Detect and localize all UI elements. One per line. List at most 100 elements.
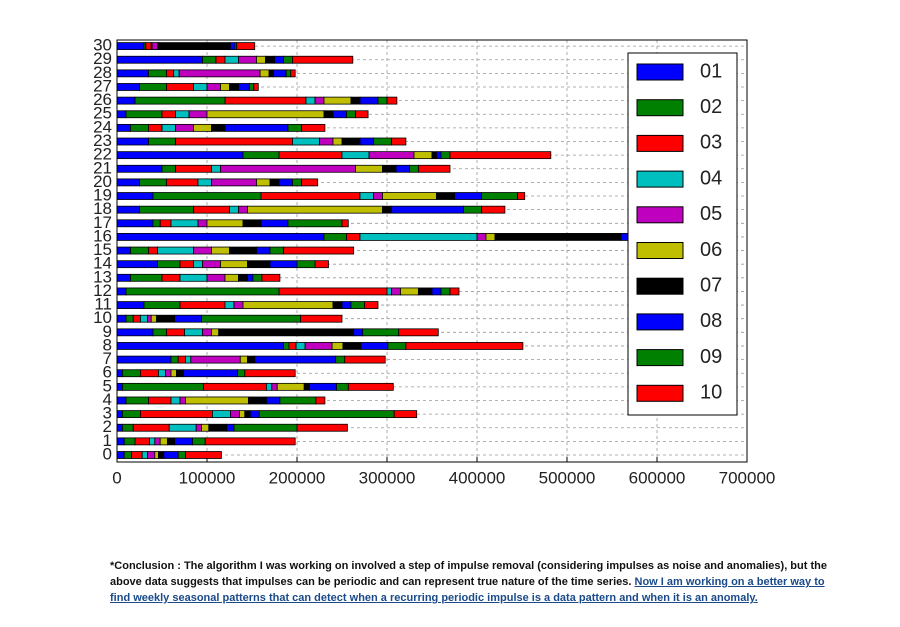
bar-segment bbox=[165, 369, 172, 378]
bar-segment bbox=[386, 96, 398, 105]
bar-segment bbox=[190, 355, 241, 364]
bar-segment bbox=[201, 423, 210, 432]
bar-segment bbox=[211, 328, 220, 337]
bar-segment bbox=[183, 369, 239, 378]
bar-segment bbox=[305, 96, 316, 105]
y-tick-label: 3 bbox=[103, 404, 112, 423]
bar-segment bbox=[148, 137, 176, 146]
bar-segment bbox=[463, 205, 482, 214]
bar-segment bbox=[336, 382, 349, 391]
conclusion-link[interactable]: Now I am working on a better way to find… bbox=[110, 576, 825, 604]
y-tick-label: 16 bbox=[93, 226, 112, 245]
bar-segment bbox=[269, 260, 298, 269]
bar-segment bbox=[170, 355, 179, 364]
bar-segment bbox=[341, 151, 370, 160]
bar-segment bbox=[148, 69, 167, 78]
bar-segment bbox=[206, 273, 226, 282]
y-tick-label: 1 bbox=[103, 431, 112, 450]
legend-label: 10 bbox=[700, 382, 722, 404]
bar-segment bbox=[206, 110, 325, 119]
bar-segment bbox=[179, 273, 208, 282]
bar-segment bbox=[304, 342, 333, 350]
bar-segment bbox=[360, 342, 389, 350]
bar-segment bbox=[159, 437, 168, 446]
bar-segment bbox=[159, 219, 172, 228]
legend-label: 09 bbox=[700, 346, 722, 368]
bar-segment bbox=[268, 69, 275, 78]
bar-segment bbox=[398, 328, 439, 337]
bar-segment bbox=[116, 423, 123, 432]
bar-segment bbox=[265, 396, 281, 405]
bar-segment bbox=[238, 83, 250, 91]
bar-segment bbox=[184, 396, 249, 405]
bar-segment bbox=[195, 423, 202, 432]
bar-segment bbox=[161, 164, 176, 173]
bar-segment bbox=[278, 287, 388, 296]
bar-segment bbox=[431, 151, 437, 160]
bar-segment bbox=[494, 233, 622, 241]
legend-swatch bbox=[636, 63, 684, 81]
y-tick-label: 17 bbox=[93, 213, 112, 232]
y-tick-label: 10 bbox=[93, 308, 112, 327]
plot-frame bbox=[116, 39, 748, 463]
bar-segment bbox=[350, 96, 361, 105]
bar-segment bbox=[116, 437, 125, 446]
bar-segment bbox=[184, 451, 222, 459]
bar-segment bbox=[202, 260, 221, 269]
bar-segment bbox=[314, 96, 325, 105]
bar-segment bbox=[449, 151, 552, 160]
y-tick-label: 22 bbox=[93, 145, 112, 164]
legend-swatch bbox=[636, 349, 684, 367]
bar-segment bbox=[173, 69, 180, 78]
bar-segment bbox=[269, 178, 280, 187]
bar-segment bbox=[116, 110, 127, 119]
bar-segment bbox=[161, 110, 176, 119]
bar-segment bbox=[400, 287, 419, 296]
bar-segment bbox=[193, 205, 230, 214]
bar-segment bbox=[116, 451, 125, 459]
bar-segment bbox=[273, 69, 287, 78]
bar-segment bbox=[148, 246, 158, 255]
y-tick-label: 12 bbox=[93, 281, 112, 300]
y-tick-label: 11 bbox=[94, 295, 112, 314]
bar-segment bbox=[278, 151, 343, 160]
bar-segment bbox=[179, 260, 194, 269]
bar-segment bbox=[116, 69, 149, 78]
legend-swatch bbox=[636, 277, 684, 295]
bar-segment bbox=[256, 178, 271, 187]
bar-segment bbox=[393, 410, 418, 419]
bar-segment bbox=[157, 246, 194, 255]
bar-segment bbox=[382, 192, 437, 200]
x-tick-label: 700000 bbox=[719, 468, 776, 487]
legend-swatch bbox=[636, 206, 684, 224]
bar-segment bbox=[141, 451, 148, 459]
bar-segment bbox=[220, 83, 230, 91]
bar-segment bbox=[265, 55, 275, 64]
bar-segment bbox=[247, 205, 383, 214]
bar-segment bbox=[157, 260, 181, 269]
bar-segment bbox=[355, 164, 383, 173]
bar-segment bbox=[260, 219, 289, 228]
bar-segment bbox=[301, 123, 326, 132]
bar-segment bbox=[116, 55, 203, 64]
bar-segment bbox=[387, 342, 407, 350]
bar-segment bbox=[177, 355, 186, 364]
bar-segment bbox=[152, 328, 167, 337]
bar-segment bbox=[132, 314, 141, 323]
bar-segment bbox=[148, 396, 172, 405]
bar-segment bbox=[145, 42, 152, 50]
bar-segment bbox=[122, 382, 204, 391]
bar-segment bbox=[116, 123, 131, 132]
x-tick-label: 100000 bbox=[179, 468, 236, 487]
bar-segment bbox=[125, 396, 149, 405]
bar-segment bbox=[226, 423, 235, 432]
x-tick-label: 0 bbox=[112, 468, 121, 487]
bar-segment bbox=[359, 233, 478, 241]
legend-swatch bbox=[636, 134, 684, 152]
bar-segment bbox=[476, 233, 487, 241]
bar-segment bbox=[139, 314, 148, 323]
bar-segment bbox=[342, 342, 362, 350]
bar-segment bbox=[202, 328, 212, 337]
bar-segment bbox=[290, 69, 296, 78]
y-tick-label: 29 bbox=[93, 49, 112, 68]
